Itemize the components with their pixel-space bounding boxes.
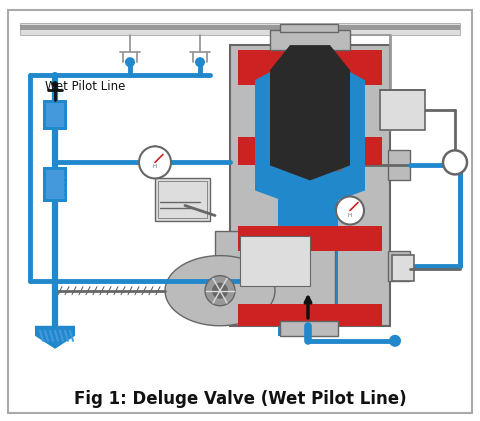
Text: H: H: [348, 213, 352, 218]
Bar: [238, 137, 382, 165]
Circle shape: [333, 160, 343, 171]
Bar: [43, 100, 67, 131]
Bar: [238, 50, 382, 85]
Text: Wet Pilot Line: Wet Pilot Line: [45, 80, 125, 93]
Bar: [388, 150, 410, 181]
Bar: [158, 181, 207, 218]
Bar: [240, 236, 310, 286]
Bar: [46, 103, 64, 127]
Circle shape: [139, 147, 171, 179]
Bar: [215, 231, 335, 306]
Polygon shape: [35, 326, 75, 349]
Bar: [20, 23, 460, 35]
Circle shape: [195, 57, 205, 67]
Bar: [43, 168, 67, 203]
Bar: [270, 30, 350, 50]
Circle shape: [443, 150, 467, 174]
Circle shape: [52, 81, 58, 87]
Bar: [280, 321, 338, 336]
Circle shape: [212, 282, 228, 299]
Bar: [238, 226, 382, 250]
Bar: [238, 304, 382, 326]
Bar: [155, 179, 210, 221]
Bar: [392, 255, 414, 281]
Bar: [278, 30, 338, 336]
Bar: [280, 24, 338, 32]
Bar: [230, 45, 390, 326]
Circle shape: [205, 276, 235, 306]
Circle shape: [125, 57, 135, 67]
Polygon shape: [270, 45, 350, 181]
Bar: [380, 90, 425, 131]
Polygon shape: [165, 256, 275, 326]
Text: Fig 1: Deluge Valve (Wet Pilot Line): Fig 1: Deluge Valve (Wet Pilot Line): [74, 390, 406, 408]
Bar: [388, 250, 410, 281]
Bar: [20, 25, 460, 30]
Polygon shape: [255, 50, 365, 210]
Bar: [46, 171, 64, 200]
Circle shape: [336, 197, 364, 224]
Text: H: H: [153, 164, 157, 169]
Circle shape: [389, 335, 401, 347]
